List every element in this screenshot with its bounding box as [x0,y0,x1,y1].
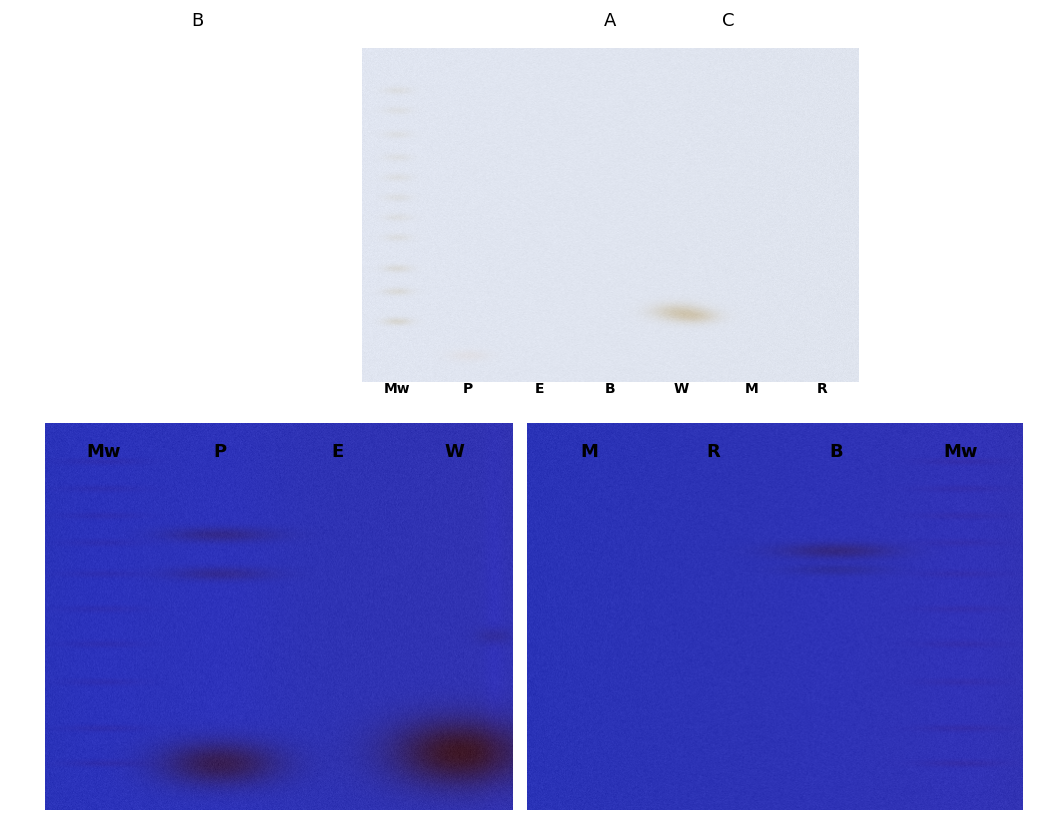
Text: Mw: Mw [86,442,121,460]
Text: C: C [722,12,734,30]
Text: P: P [463,381,473,395]
Text: A: A [604,12,617,30]
Text: Mw: Mw [943,442,978,460]
Text: E: E [535,381,544,395]
Text: B: B [830,442,843,460]
Text: P: P [213,442,227,460]
Text: W: W [673,381,688,395]
Text: E: E [331,442,343,460]
Text: B: B [191,12,204,30]
Text: R: R [706,442,720,460]
Text: W: W [444,442,464,460]
Text: Mw: Mw [384,381,411,395]
Text: M: M [580,442,598,460]
Text: B: B [604,381,616,395]
Text: M: M [745,381,758,395]
Text: R: R [817,381,828,395]
